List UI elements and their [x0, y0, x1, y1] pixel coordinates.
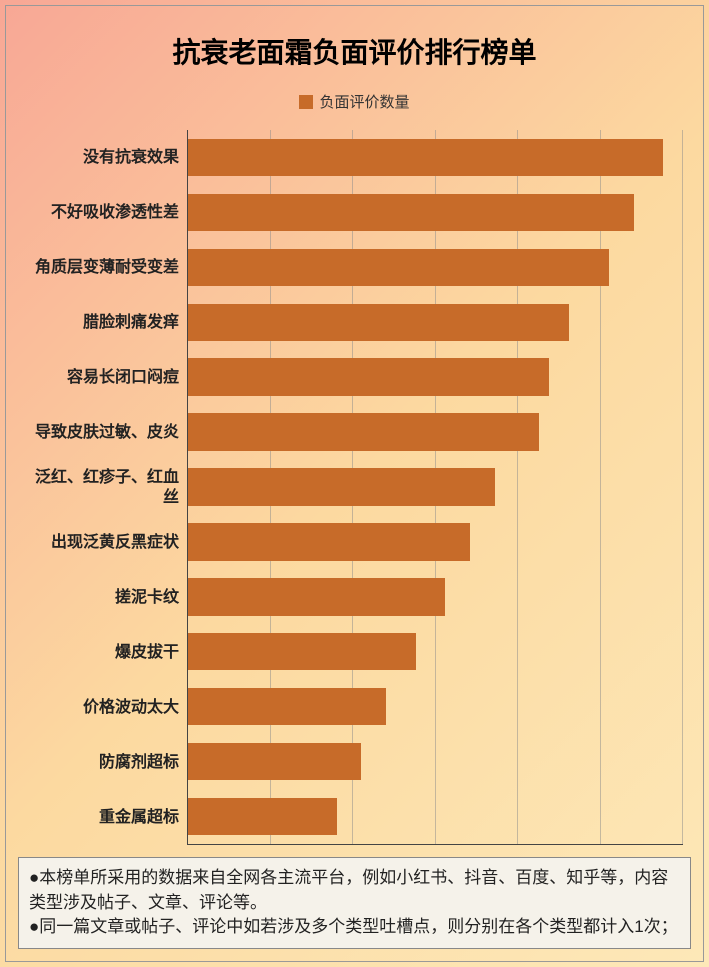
bar	[188, 358, 549, 395]
bar	[188, 304, 569, 341]
bar-row	[188, 295, 683, 350]
bar	[188, 194, 634, 231]
footnote-line-1: ●本榜单所采用的数据来自全网各主流平台，例如小红书、抖音、百度、知乎等，内容类型…	[29, 866, 680, 915]
category-label: 没有抗衰效果	[22, 130, 187, 185]
chart-container: 抗衰老面霜负面评价排行榜单 负面评价数量 没有抗衰效果不好吸收渗透性差角质层变薄…	[0, 0, 709, 967]
category-label: 重金属超标	[22, 790, 187, 845]
bar	[188, 523, 470, 560]
bar	[188, 413, 539, 450]
bar-row	[188, 460, 683, 515]
bar	[188, 468, 495, 505]
category-label: 不好吸收渗透性差	[22, 185, 187, 240]
bar-row	[188, 514, 683, 569]
category-label: 出现泛黄反黑症状	[22, 515, 187, 570]
bars	[188, 130, 683, 844]
footnote-box: ●本榜单所采用的数据来自全网各主流平台，例如小红书、抖音、百度、知乎等，内容类型…	[18, 857, 691, 949]
chart-inner: 抗衰老面霜负面评价排行榜单 负面评价数量 没有抗衰效果不好吸收渗透性差角质层变薄…	[5, 5, 704, 962]
bar-row	[188, 734, 683, 789]
bar	[188, 798, 337, 835]
bar	[188, 743, 361, 780]
chart-title: 抗衰老面霜负面评价排行榜单	[16, 31, 693, 71]
chart-area: 没有抗衰效果不好吸收渗透性差角质层变薄耐受变差腊脸刺痛发痒容易长闭口闷痘导致皮肤…	[22, 130, 683, 845]
legend-swatch	[299, 95, 313, 109]
category-label: 搓泥卡纹	[22, 570, 187, 625]
bar	[188, 578, 445, 615]
bar-row	[188, 789, 683, 844]
category-label: 爆皮拔干	[22, 625, 187, 680]
bar-row	[188, 569, 683, 624]
category-label: 腊脸刺痛发痒	[22, 295, 187, 350]
bar-row	[188, 185, 683, 240]
legend: 负面评价数量	[16, 91, 693, 112]
bar	[188, 249, 609, 286]
bar	[188, 688, 386, 725]
bar-row	[188, 130, 683, 185]
category-label: 导致皮肤过敏、皮炎	[22, 405, 187, 460]
category-label: 角质层变薄耐受变差	[22, 240, 187, 295]
bar	[188, 633, 416, 670]
category-label: 泛红、红疹子、红血丝	[22, 460, 187, 515]
y-axis-labels: 没有抗衰效果不好吸收渗透性差角质层变薄耐受变差腊脸刺痛发痒容易长闭口闷痘导致皮肤…	[22, 130, 187, 845]
bar-row	[188, 350, 683, 405]
bar-row	[188, 624, 683, 679]
category-label: 价格波动太大	[22, 680, 187, 735]
bar	[188, 139, 663, 176]
plot-area	[187, 130, 683, 845]
footnote-line-2: ●同一篇文章或帖子、评论中如若涉及多个类型吐槽点，则分别在各个类型都计入1次；	[29, 915, 680, 940]
legend-label: 负面评价数量	[319, 91, 409, 112]
bar-row	[188, 405, 683, 460]
category-label: 容易长闭口闷痘	[22, 350, 187, 405]
bar-row	[188, 240, 683, 295]
bar-row	[188, 679, 683, 734]
category-label: 防腐剂超标	[22, 735, 187, 790]
